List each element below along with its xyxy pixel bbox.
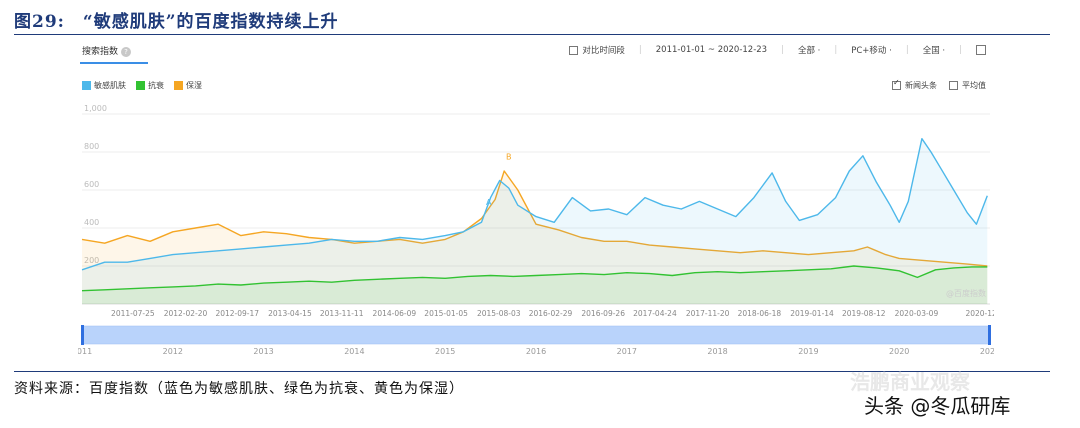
average-label: 平均值 <box>962 81 986 90</box>
x-tick-label: 2016-02-29 <box>529 309 573 318</box>
brush-year-label: 2021 <box>980 347 994 356</box>
brush-year-label: 2015 <box>435 347 455 356</box>
legend-label: 敏感肌肤 <box>94 81 126 90</box>
annotation-label: A <box>486 198 492 207</box>
x-tick-label: 2019-01-14 <box>790 309 834 318</box>
x-tick-label: 2011-07-25 <box>111 309 155 318</box>
y-tick-label: 200 <box>84 256 99 265</box>
series-line-1 <box>81 265 988 292</box>
y-tick-label: 600 <box>84 180 99 189</box>
compare-label: 对比时间段 <box>582 46 625 56</box>
brush-handle-right <box>988 325 991 345</box>
toolbar-separator: | <box>781 45 784 55</box>
toolbar-separator: | <box>905 45 909 55</box>
baidu-index-panel: 搜索指数? 对比时间段 | 2011-01-01 ~ 2020-12-23 | … <box>78 40 994 368</box>
date-range-picker[interactable]: 2011-01-01 ~ 2020-12-23 <box>655 45 768 55</box>
figure-title: 图29: “敏感肌肤”的百度指数持续上升 <box>14 12 339 32</box>
checkbox-icon <box>949 81 958 90</box>
title-rule <box>14 34 1050 35</box>
tab-label: 搜索指数 <box>82 47 119 57</box>
x-tick-label: 2017-04-24 <box>633 309 677 318</box>
series-area-1 <box>82 266 988 304</box>
brush-year-label: 2018 <box>707 347 727 356</box>
brush-year-label: 2011 <box>78 347 92 356</box>
x-tick-label: 2014-06-09 <box>373 309 417 318</box>
range-brush <box>81 325 991 345</box>
tab-underline <box>80 62 148 64</box>
brush-handle-left <box>81 325 84 345</box>
chart-legend: 敏感肌肤 抗衰 保湿 <box>82 80 202 91</box>
annotation-label: B <box>506 153 512 162</box>
brush-year-label: 2016 <box>526 347 546 356</box>
average-checkbox[interactable]: 平均值 <box>949 80 986 91</box>
watermark-bottom: 头条 @冬瓜研库 <box>864 394 1011 418</box>
brush-year-label: 2014 <box>344 347 364 356</box>
toolbar-separator: | <box>959 45 962 55</box>
y-tick-label: 800 <box>84 142 99 151</box>
filter-all-dropdown[interactable]: 全部 · <box>797 46 821 56</box>
watermark-top: 浩鹏商业观察 <box>850 370 970 394</box>
series-area-0 <box>82 138 988 304</box>
news-checkbox[interactable]: 新闻头条 <box>892 78 937 91</box>
x-tick-label: 2013-11-11 <box>320 309 364 318</box>
legend-item-moisturizing[interactable]: 保湿 <box>174 80 202 91</box>
x-tick-label: 2018-06-18 <box>738 309 782 318</box>
series-area-2 <box>82 171 988 304</box>
source-rule <box>14 371 1050 372</box>
legend-item-anti-aging[interactable]: 抗衰 <box>136 80 164 91</box>
brush-year-label: 2017 <box>617 347 637 356</box>
x-tick-label: 2013-04-15 <box>268 309 312 318</box>
x-tick-label: 2012-02-20 <box>164 309 208 318</box>
news-label: 新闻头条 <box>905 81 937 90</box>
toolbar-separator: | <box>638 45 642 55</box>
x-tick-label: 2012-09-17 <box>215 309 259 318</box>
checkbox-icon <box>569 46 579 55</box>
y-tick-label: 1,000 <box>84 104 107 113</box>
checkbox-checked-icon <box>892 78 901 90</box>
series-line-0 <box>81 138 988 271</box>
tab-search-index[interactable]: 搜索指数? <box>82 44 132 57</box>
x-tick-label: 2020-03-09 <box>895 309 939 318</box>
filter-region-dropdown[interactable]: 全国 · <box>922 46 946 56</box>
y-tick-label: 400 <box>84 218 99 227</box>
brush-year-label: 2019 <box>798 347 818 356</box>
compare-checkbox[interactable]: 对比时间段 <box>569 44 625 56</box>
chart-watermark: @百度指数 <box>946 288 986 298</box>
chart-options: 新闻头条 平均值 <box>892 78 986 91</box>
x-tick-label: 2016-09-26 <box>581 309 625 318</box>
legend-swatch <box>174 81 183 90</box>
brush-year-label: 2013 <box>253 347 273 356</box>
source-note: 资料来源：百度指数（蓝色为敏感肌肤、绿色为抗衰、黄色为保湿） <box>14 381 464 397</box>
legend-swatch <box>136 81 145 90</box>
series-line-2 <box>81 170 988 267</box>
question-icon[interactable]: ? <box>121 46 132 57</box>
brush-year-label: 2012 <box>163 347 183 356</box>
x-tick-label: 2015-01-05 <box>424 309 468 318</box>
x-tick-label: 2020-12-21 <box>965 309 994 318</box>
legend-label: 保湿 <box>186 81 202 90</box>
legend-item-sensitive-skin[interactable]: 敏感肌肤 <box>82 80 126 91</box>
legend-swatch <box>82 81 91 90</box>
external-link-icon[interactable] <box>976 45 986 55</box>
x-tick-label: 2017-11-20 <box>686 309 730 318</box>
x-tick-label: 2019-08-12 <box>842 309 886 318</box>
x-tick-label: 2015-08-03 <box>477 309 521 318</box>
brush-year-label: 2020 <box>889 347 909 356</box>
toolbar-separator: | <box>834 45 838 55</box>
legend-label: 抗衰 <box>148 81 164 90</box>
index-chart: 1,000 800 600 400 200 B A @百度指数 2011-07-25 2012-0… <box>78 104 994 356</box>
toolbar: 对比时间段 | 2011-01-01 ~ 2020-12-23 | 全部 · |… <box>569 44 986 56</box>
filter-device-dropdown[interactable]: PC+移动 · <box>851 46 892 56</box>
